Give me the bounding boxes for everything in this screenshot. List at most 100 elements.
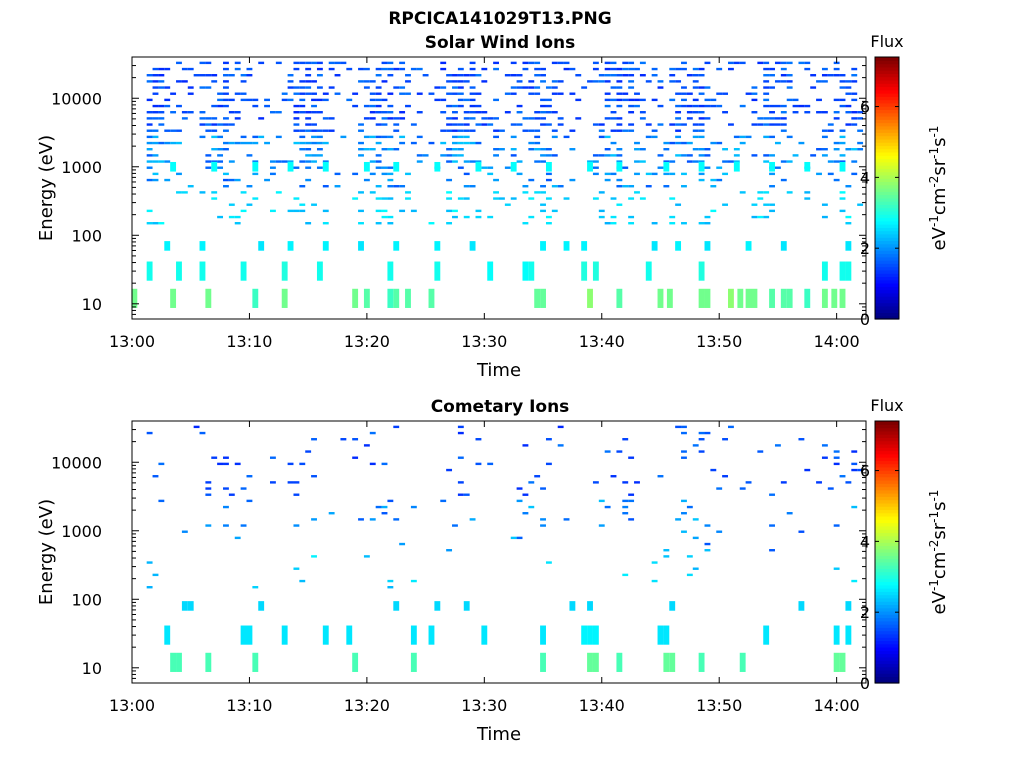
heatmap-cell (399, 185, 406, 188)
heatmap-cell (763, 67, 770, 71)
heatmap-cell (422, 74, 429, 77)
heatmap-cell (475, 92, 482, 95)
heatmap-cell (728, 160, 734, 163)
heatmap-cell (269, 209, 276, 213)
heatmap-cell (628, 222, 635, 225)
heatmap-cell (452, 154, 458, 157)
heatmap-cell (199, 74, 206, 77)
heatmap-cell (399, 117, 406, 120)
plot-frame (131, 420, 867, 684)
heatmap-cell (528, 61, 535, 65)
heatmap-cell (686, 92, 693, 95)
heatmap-cell (833, 178, 840, 182)
heatmap-cell (816, 80, 822, 83)
heatmap-cell (616, 129, 623, 132)
heatmap-cell (628, 104, 635, 108)
heatmap-cell (305, 86, 312, 89)
heatmap-cell (463, 493, 470, 496)
heatmap-cell (604, 117, 611, 120)
heatmap-cell (522, 444, 529, 447)
heatmap-cell (311, 518, 317, 521)
heatmap-cell (804, 111, 811, 114)
heatmap-cell (769, 86, 775, 89)
heatmap-cell (504, 111, 511, 114)
heatmap-cell (598, 154, 605, 157)
heatmap-cell (675, 92, 682, 95)
heatmap-cell (622, 481, 629, 484)
heatmap-cell (616, 104, 623, 108)
heatmap-cell (528, 141, 535, 145)
heatmap-cell (692, 567, 699, 570)
heatmap-cell (845, 601, 852, 611)
heatmap-cell (399, 61, 406, 65)
heatmap-cell (757, 61, 764, 65)
heatmap-cell (217, 160, 224, 163)
heatmap-cell (645, 123, 652, 126)
heatmap-cell (804, 191, 811, 194)
heatmap-cell (692, 98, 699, 102)
heatmap-cell (698, 438, 705, 441)
heatmap-cell (681, 92, 687, 95)
heatmap-cell (681, 456, 687, 459)
colorbar-tick-label: 0 (860, 674, 870, 693)
heatmap-cell (616, 185, 623, 188)
heatmap-cell (358, 123, 364, 126)
heatmap-cell (616, 154, 623, 157)
heatmap-cell (545, 111, 552, 114)
heatmap-cell (457, 86, 464, 89)
heatmap-cell (569, 601, 576, 611)
heatmap-cell (434, 86, 441, 89)
heatmap-cell (452, 160, 458, 163)
heatmap-cell (739, 141, 746, 145)
heatmap-cell (181, 530, 188, 533)
heatmap-cell (457, 141, 464, 145)
heatmap-cell (663, 148, 670, 151)
heatmap-cell (851, 74, 858, 77)
heatmap-cell (463, 160, 470, 163)
heatmap-cell (446, 468, 453, 472)
heatmap-cell (698, 652, 705, 672)
colorbar-tick-label: 0 (860, 310, 870, 329)
heatmap-cell (827, 129, 834, 132)
heatmap-cell (780, 104, 787, 108)
heatmap-cell (780, 123, 787, 126)
heatmap-cell (851, 117, 858, 120)
heatmap-cell (316, 74, 323, 77)
heatmap-cell (628, 98, 635, 102)
heatmap-cell (487, 215, 494, 219)
heatmap-cell (563, 135, 570, 139)
heatmap-cell (763, 86, 770, 89)
heatmap-cell (152, 475, 159, 478)
heatmap-cell (504, 74, 511, 77)
heatmap-cell (223, 80, 229, 83)
heatmap-cell (733, 154, 740, 157)
heatmap-cell (704, 154, 711, 157)
heatmap-cell (610, 67, 617, 71)
heatmap-cell (246, 98, 253, 102)
heatmap-cell (516, 74, 523, 77)
heatmap-cell (851, 67, 858, 71)
heatmap-cell (205, 123, 212, 126)
heatmap-cell (786, 80, 793, 83)
heatmap-cell (375, 86, 382, 89)
heatmap-cell (692, 80, 699, 83)
heatmap-cell (440, 129, 447, 132)
heatmap-cell (399, 209, 406, 213)
heatmap-cell (428, 288, 435, 308)
heatmap-cell (827, 172, 834, 176)
heatmap-cell (681, 512, 687, 515)
heatmap-cell (816, 111, 822, 114)
heatmap-cell (399, 542, 406, 546)
heatmap-cell (452, 92, 458, 95)
heatmap-cell (311, 61, 317, 65)
heatmap-cell (763, 117, 770, 120)
heatmap-cell (833, 160, 840, 163)
heatmap-cell (628, 123, 635, 126)
heatmap-cell (675, 111, 682, 114)
heatmap-cell (651, 135, 658, 139)
y-tick-label: 10 (82, 295, 102, 314)
heatmap-cell (604, 148, 611, 151)
heatmap-cell (246, 203, 253, 206)
heatmap-cell (510, 161, 517, 172)
heatmap-cell (170, 288, 177, 308)
